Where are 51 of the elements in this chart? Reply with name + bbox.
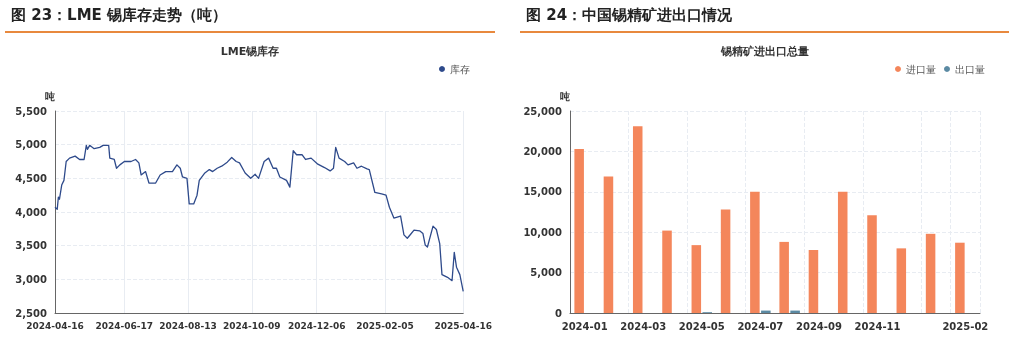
line-series (54, 144, 464, 293)
bar (808, 249, 819, 313)
x-tick-label: 2025-02-05 (356, 320, 414, 331)
x-tick-label: 2024-12-06 (287, 320, 346, 331)
x-tick-label: 2025-04-16 (434, 320, 492, 331)
bar (720, 209, 731, 313)
x-tick-label: 2024-01 (561, 320, 608, 332)
y-axis-title: 吨 (560, 90, 570, 102)
x-tick-label: 2024-05 (678, 320, 725, 332)
x-tick-label: 2024-06-17 (95, 320, 154, 331)
y-tick-label: 3,000 (15, 273, 48, 285)
x-tick-label: 2024-09 (795, 320, 842, 332)
bar (574, 148, 584, 313)
x-tick-label: 2024-03 (620, 320, 667, 332)
x-tick-label: 2024-04-16 (26, 320, 84, 331)
bar (632, 126, 643, 313)
bar (925, 233, 936, 313)
chart-title: 图 23：LME 锡库存走势（吨） (5, 0, 495, 33)
y-tick-label: 3,500 (15, 240, 48, 252)
y-tick-label: 5,500 (15, 105, 48, 117)
bar (867, 215, 877, 313)
x-tick-label: 2024-11 (854, 320, 901, 332)
bar (896, 248, 907, 313)
y-tick-label: 5,000 (15, 139, 48, 151)
chart-title: 图 24：中国锡精矿进出口情况 (520, 0, 1009, 33)
y-tick-label: 4,500 (15, 172, 48, 184)
y-axis-title: 吨 (45, 90, 55, 102)
y-tick-label: 5,000 (530, 267, 563, 279)
bar (603, 176, 614, 313)
y-tick-label: 20,000 (523, 145, 563, 157)
bar (837, 191, 848, 313)
x-tick-label: 2024-10-09 (223, 320, 281, 331)
legend-label: 进口量 (906, 63, 936, 75)
y-tick-label: 2,500 (15, 307, 48, 319)
chart-subtitle: LME锡库存 (220, 45, 280, 58)
y-tick-label: 4,000 (15, 206, 48, 218)
legend-label: 库存 (450, 63, 470, 75)
bar (691, 245, 702, 313)
y-tick-label: 15,000 (523, 186, 563, 198)
chart-subtitle: 锡精矿进出口总量 (720, 45, 809, 58)
bar (779, 241, 789, 313)
bar (955, 242, 965, 313)
y-tick-label: 10,000 (523, 226, 563, 238)
x-tick-label: 2025-02 (942, 320, 989, 332)
bar (662, 230, 672, 313)
bar (750, 191, 760, 313)
y-tick-label: 25,000 (523, 105, 563, 117)
x-tick-label: 2024-08-13 (159, 320, 217, 331)
y-tick-label: 0 (555, 307, 563, 319)
legend-label: 出口量 (955, 63, 985, 75)
x-tick-label: 2024-07 (737, 320, 784, 332)
